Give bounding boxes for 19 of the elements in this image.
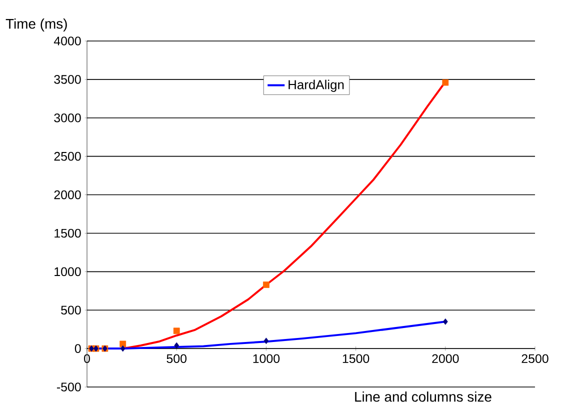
x-tick-label: 1500 — [342, 354, 370, 364]
x-tick-label: 500 — [166, 354, 186, 364]
y-tick-label: -500 — [56, 382, 81, 392]
y-tick-label: 4000 — [54, 36, 81, 46]
x-tick-label: 0 — [84, 354, 90, 364]
y-axis-title: Time (ms) — [6, 18, 67, 32]
y-tick-label: 2500 — [54, 152, 81, 161]
y-tick-label: 500 — [61, 306, 81, 315]
y-tick-label: 1500 — [54, 228, 81, 238]
x-tick-label: 2000 — [432, 354, 459, 364]
legend-label: HardAlign — [288, 80, 344, 92]
x-tick-label: 1000 — [253, 354, 280, 364]
y-tick-label: 1000 — [54, 267, 81, 276]
y-tick-label: 3000 — [54, 113, 81, 122]
y-tick-label: 0 — [74, 344, 81, 353]
y-tick-label: 3500 — [54, 75, 81, 84]
y-tick-label: 2000 — [54, 190, 81, 200]
x-axis-title: Line and columns size — [355, 392, 492, 402]
x-tick-label: 2500 — [522, 354, 548, 364]
